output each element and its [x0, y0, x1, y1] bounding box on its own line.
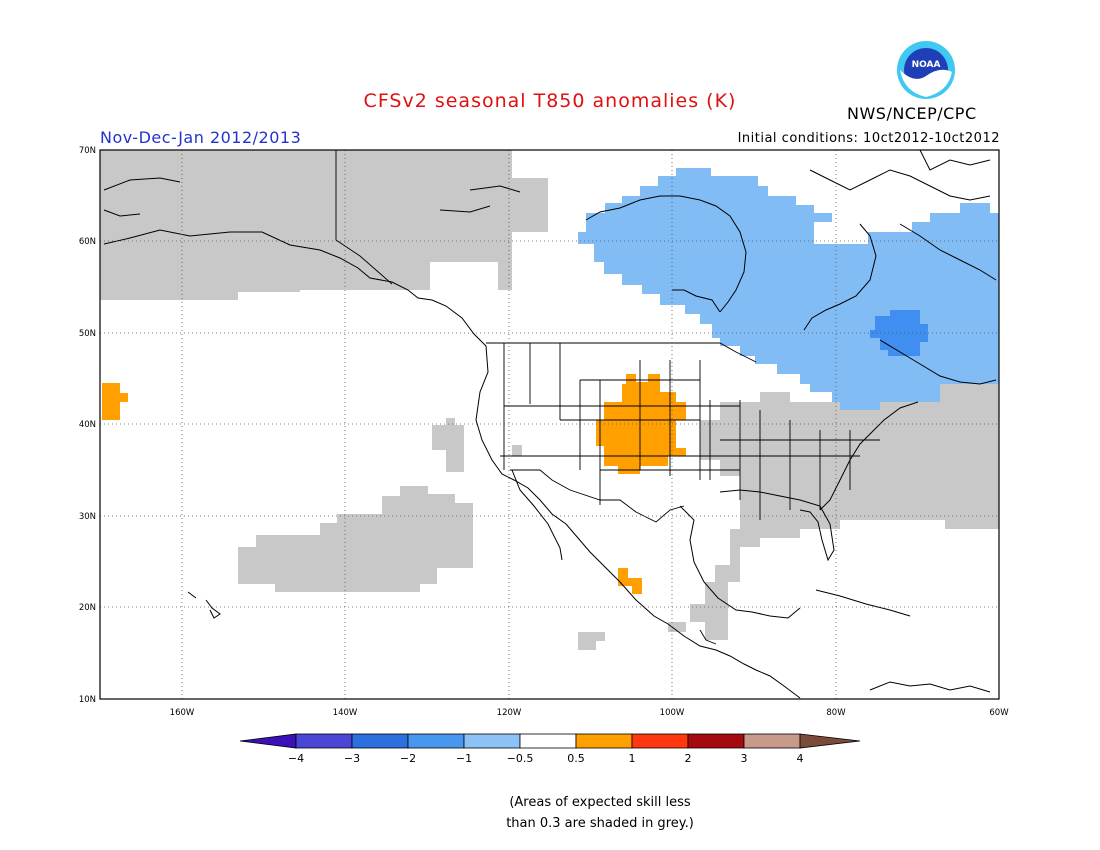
coastlines [103, 149, 997, 699]
org-label: NWS/NCEP/CPC [847, 104, 977, 123]
lon-label: 80W [826, 708, 846, 718]
season-label: Nov-Dec-Jan 2012/2013 [100, 128, 302, 147]
colorbar-label: 1 [629, 752, 636, 765]
initial-conditions-label: Initial conditions: 10ct2012-10ct2012 [737, 131, 1000, 146]
political-borders [335, 150, 880, 645]
skill-note-line: than 0.3 are shaded in grey.) [506, 816, 694, 831]
colorbar-swatch [687, 733, 745, 749]
strong-negative-anomaly-shading [870, 310, 928, 356]
colorbar-label: 3 [741, 752, 748, 765]
colorbar-label: 2 [685, 752, 692, 765]
colorbar-swatch [575, 733, 633, 749]
colorbar-label: 4 [797, 752, 804, 765]
skill-note: (Areas of expected skill less than 0.3 a… [440, 792, 760, 834]
positive-anomaly-shading [102, 374, 686, 594]
lon-label: 160W [170, 708, 195, 718]
page-title: CFSv2 seasonal T850 anomalies (K) [363, 90, 737, 112]
colorbar-label: −1 [456, 752, 472, 765]
lon-label: 60W [989, 708, 1009, 718]
map-frame [99, 149, 1000, 700]
lon-label: 140W [333, 708, 358, 718]
colorbar-label: −4 [288, 752, 304, 765]
lat-label: 60N [79, 237, 96, 247]
colorbar-swatch [407, 733, 465, 749]
lon-axis: 160W 140W 120W 100W 80W 60W [170, 708, 1010, 718]
skill-note-line: (Areas of expected skill less [509, 795, 691, 810]
lat-label: 20N [79, 603, 96, 613]
colorbar-swatch [463, 733, 521, 749]
lat-label: 70N [79, 146, 96, 156]
lat-label: 40N [79, 420, 96, 430]
noaa-logo: NOAA [896, 40, 956, 100]
lat-label: 30N [79, 512, 96, 522]
colorbar-swatch [295, 733, 353, 749]
lat-axis: 70N 60N 50N 40N 30N 20N 10N [79, 146, 96, 705]
lat-label: 50N [79, 329, 96, 339]
lat-label: 10N [79, 695, 96, 705]
colorbar-swatch [519, 733, 577, 749]
colorbar-label: −3 [344, 752, 360, 765]
colorbar-label: −2 [400, 752, 416, 765]
colorbar-label: 0.5 [567, 752, 585, 765]
logo-text: NOAA [912, 60, 941, 70]
colorbar-arrow-left [239, 733, 297, 749]
map-area [99, 149, 1000, 700]
lon-label: 120W [497, 708, 522, 718]
low-skill-shading [100, 150, 999, 650]
colorbar-label: −0.5 [507, 752, 534, 765]
lon-label: 100W [660, 708, 685, 718]
colorbar-swatch [631, 733, 689, 749]
colorbar-swatch [743, 733, 801, 749]
colorbar-arrow-right [799, 733, 861, 749]
colorbar: −4 −3 −2 −1 −0.5 0.5 1 2 3 4 [239, 733, 861, 765]
colorbar-swatch [351, 733, 409, 749]
